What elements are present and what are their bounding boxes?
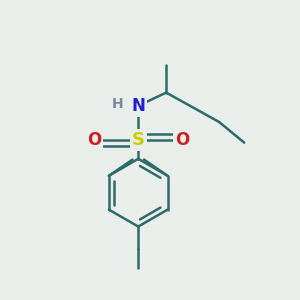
- Text: O: O: [175, 131, 190, 149]
- Text: O: O: [87, 131, 101, 149]
- Text: H: H: [112, 98, 123, 111]
- Text: N: N: [131, 97, 145, 115]
- Text: S: S: [132, 131, 145, 149]
